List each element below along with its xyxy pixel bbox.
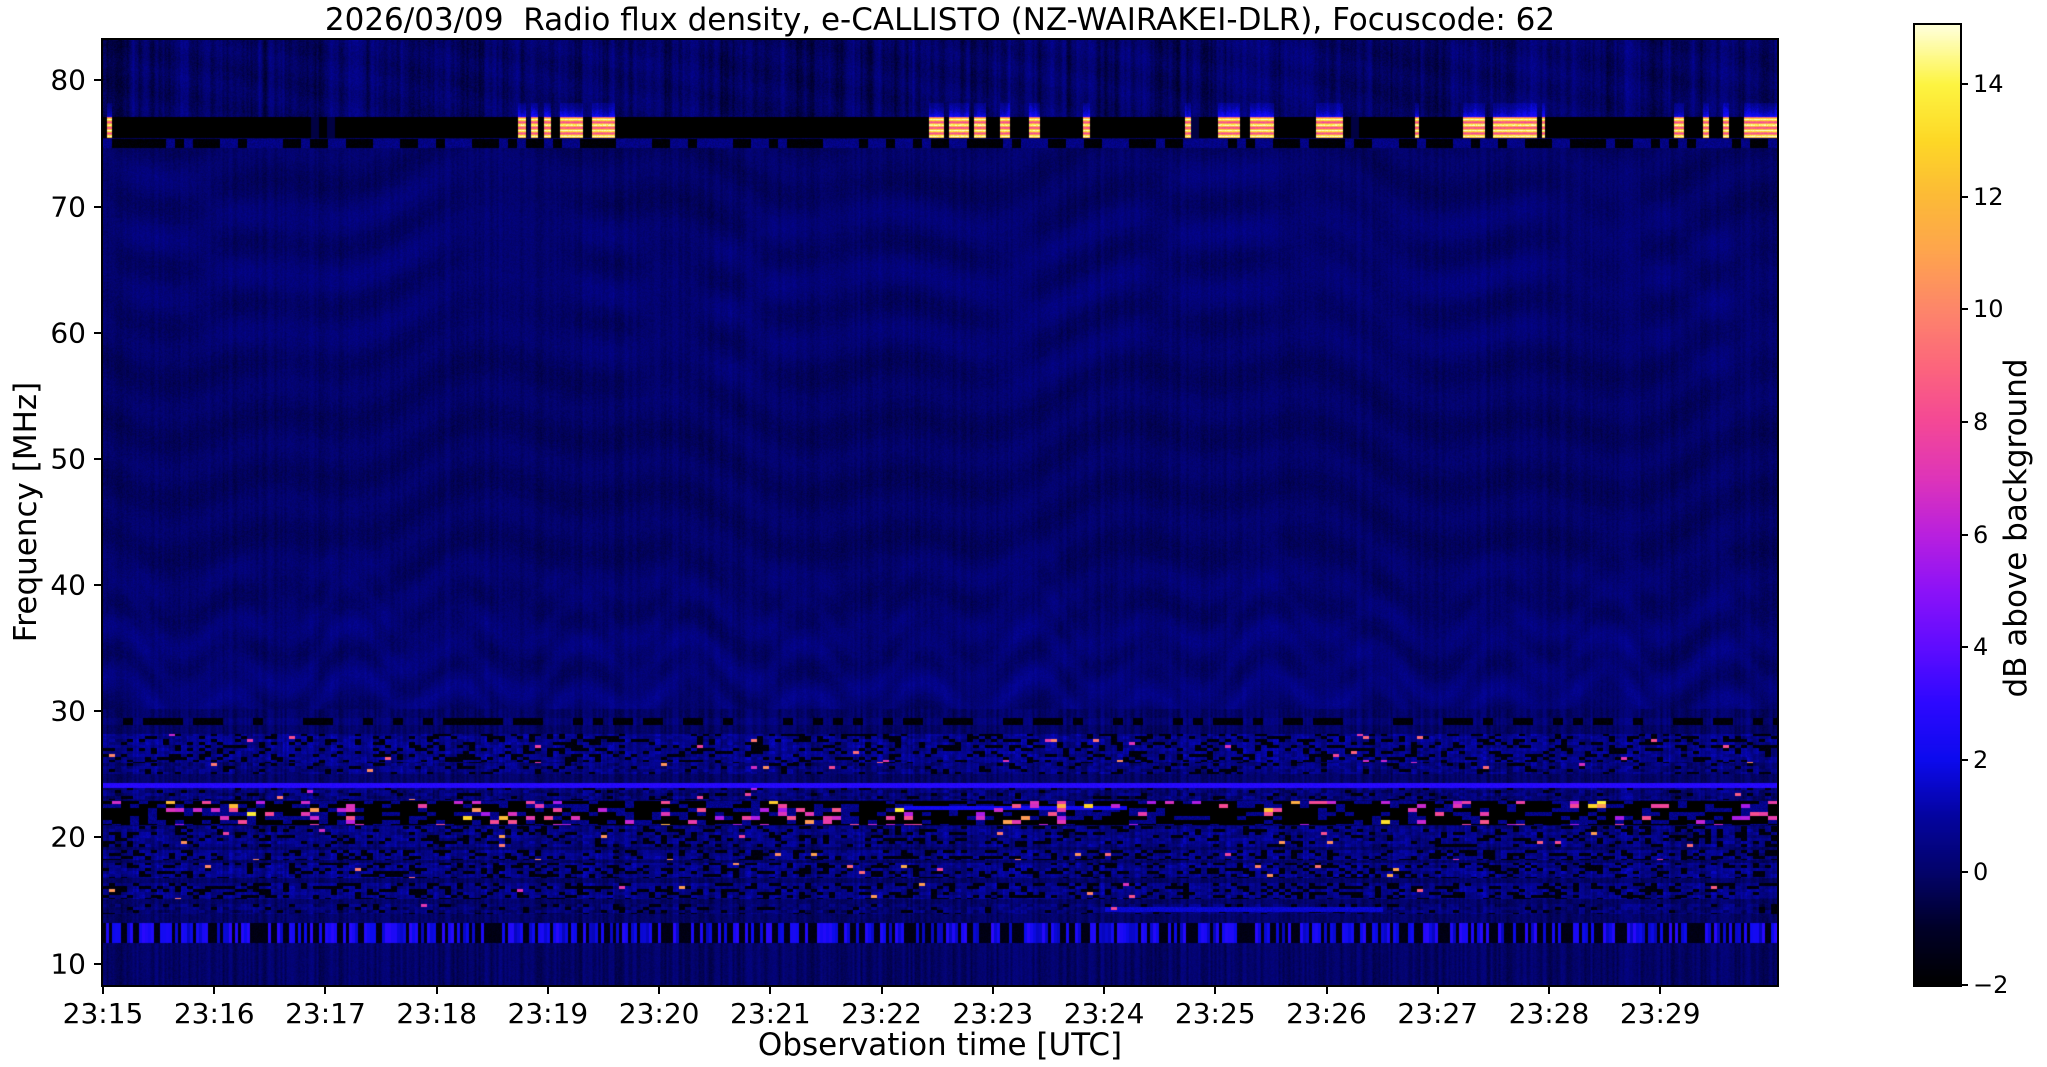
x-tick-mark [213,985,216,994]
x-tick-label: 23:28 [1508,997,1590,1030]
colorbar-tick-mark [1960,83,1968,86]
colorbar-tick-mark [1960,420,1968,423]
y-tick-label: 30 [50,694,86,728]
x-tick-mark [1547,985,1550,994]
colorbar-tick-label: 14 [1973,70,2004,99]
x-tick-mark [435,985,438,994]
colorbar-canvas [1915,25,1960,985]
x-tick-mark [769,985,772,994]
y-tick-label: 20 [50,820,86,854]
spectrogram-canvas [103,40,1777,985]
colorbar-tick-label: 4 [1973,633,1989,662]
plot-area [101,38,1779,987]
colorbar-label: dB above background [1998,358,2034,698]
x-tick-label: 23:22 [841,997,922,1030]
x-tick-mark [1436,985,1439,994]
colorbar-tick-mark [1960,195,1968,198]
x-tick-label: 23:24 [1063,997,1145,1030]
y-tick-mark [94,584,103,587]
x-tick-label: 23:29 [1619,997,1701,1030]
x-tick-mark [880,985,883,994]
colorbar-tick-mark [1960,533,1968,536]
x-tick-label: 23:18 [396,997,478,1030]
y-tick-mark [94,710,103,713]
colorbar-tick-label: 0 [1973,858,1989,887]
x-tick-label: 23:17 [285,997,366,1030]
x-tick-mark [1103,985,1106,994]
x-tick-mark [324,985,327,994]
y-tick-mark [94,331,103,334]
x-tick-label: 23:27 [1397,997,1479,1030]
x-tick-mark [1325,985,1328,994]
y-tick-label: 60 [50,316,86,350]
x-tick-label: 23:15 [62,997,144,1030]
y-tick-mark [94,205,103,208]
y-tick-mark [94,457,103,460]
colorbar-tick-label: 6 [1973,520,1989,549]
x-tick-mark [102,985,104,994]
x-tick-label: 23:16 [173,997,255,1030]
y-tick-mark [94,962,103,965]
y-tick-mark [94,836,103,839]
x-tick-mark [546,985,549,994]
x-tick-mark [658,985,661,994]
x-tick-mark [991,985,994,994]
x-tick-mark [1214,985,1217,994]
colorbar-tick-label: 2 [1973,745,1989,774]
y-tick-label: 10 [50,947,86,981]
x-tick-label: 23:20 [618,997,700,1030]
colorbar-tick-mark [1960,308,1968,311]
y-axis-label: Frequency [MHz] [8,381,44,643]
colorbar [1913,23,1962,987]
x-axis-label: Observation time [UTC] [757,1027,1123,1063]
colorbar-tick-label: 10 [1973,295,2004,324]
y-tick-label: 80 [50,63,86,97]
y-tick-label: 50 [50,442,86,476]
y-tick-label: 70 [50,190,86,224]
colorbar-tick-mark [1960,984,1968,986]
colorbar-tick-label: 8 [1973,407,1989,436]
colorbar-tick-mark [1960,871,1968,874]
x-tick-label: 23:21 [730,997,811,1030]
x-tick-mark [1659,985,1662,994]
colorbar-tick-mark [1960,758,1968,761]
y-tick-label: 40 [50,568,86,602]
x-tick-label: 23:19 [507,997,589,1030]
x-tick-label: 23:26 [1286,997,1367,1030]
colorbar-tick-label: 12 [1973,182,2004,211]
y-tick-mark [94,79,103,82]
x-tick-label: 23:23 [952,997,1034,1030]
chart-title: 2026/03/09 Radio flux density, e-CALLIST… [324,2,1556,38]
colorbar-tick-mark [1960,646,1968,649]
x-tick-label: 23:25 [1174,997,1256,1030]
colorbar-tick-label: −2 [1973,971,2009,999]
